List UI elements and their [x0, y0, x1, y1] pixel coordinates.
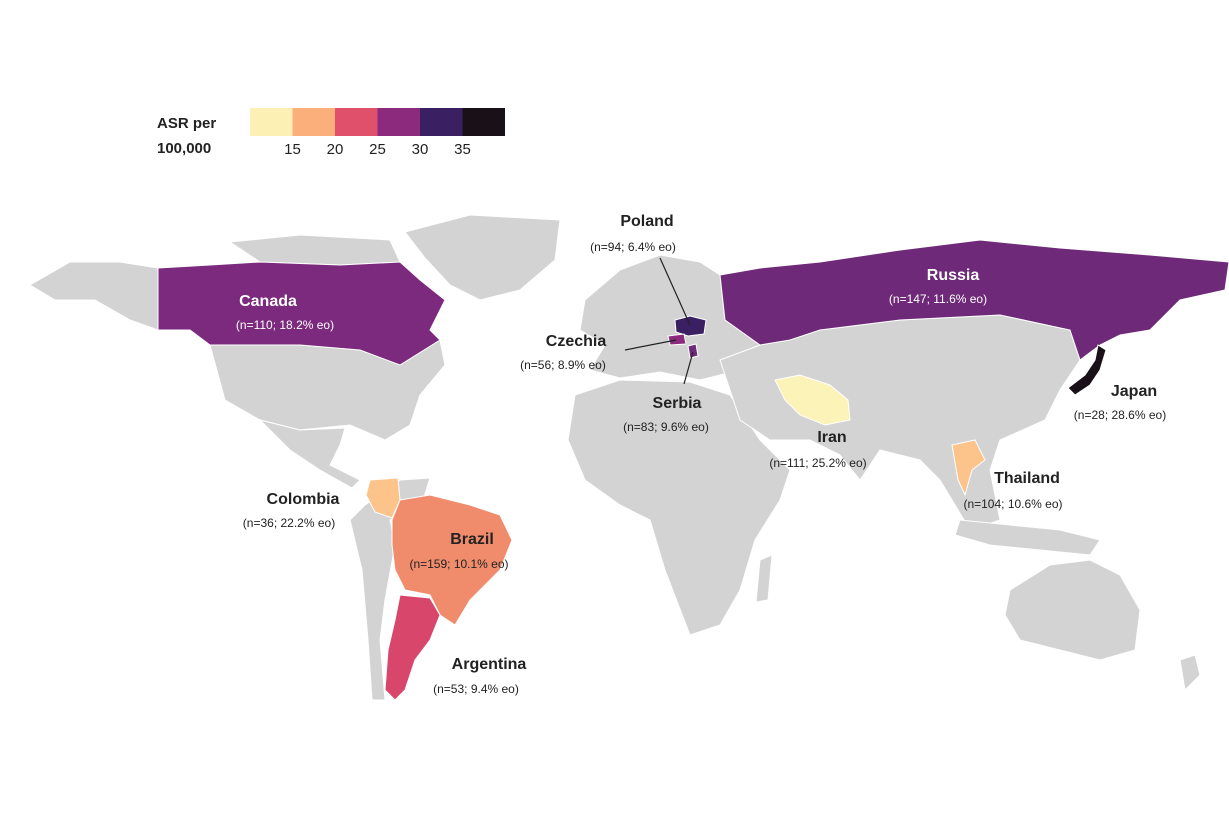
country-stats: (n=83; 9.6% eo): [623, 420, 709, 434]
central-america: [258, 419, 361, 489]
country-brazil: [391, 494, 513, 626]
country-poland: [674, 315, 707, 337]
base-land: [29, 214, 1201, 701]
country-stats: (n=56; 8.9% eo): [520, 358, 606, 372]
legend-swatch: [462, 108, 505, 136]
country-name: Russia: [927, 267, 980, 284]
country-argentina: [384, 594, 441, 701]
australia: [1004, 559, 1141, 661]
country-stats: (n=28; 28.6% eo): [1074, 408, 1166, 422]
arctic-islands: [228, 234, 401, 266]
legend-title: ASR per: [157, 115, 216, 132]
alaska: [29, 261, 159, 331]
legend-swatch: [420, 108, 463, 136]
legend-scale: 15 20 25 30 35: [250, 108, 505, 158]
legend-swatch: [335, 108, 378, 136]
leader-poland: [659, 257, 691, 326]
legend-swatch: [292, 108, 335, 136]
legend-tick-label: 35: [454, 141, 471, 158]
country-thailand: [951, 439, 986, 497]
leader-czechia: [624, 339, 677, 351]
greenland: [404, 214, 561, 301]
country-name: Japan: [1111, 383, 1157, 400]
country-name: Canada: [239, 293, 297, 310]
country-serbia: [687, 343, 699, 359]
country-stats: (n=104; 10.6% eo): [963, 497, 1062, 511]
legend-tick-label: 20: [327, 141, 344, 158]
new-zealand: [1179, 654, 1201, 692]
country-name: Iran: [817, 429, 846, 446]
africa: [567, 379, 791, 636]
country-stats: (n=110; 18.2% eo): [236, 318, 334, 332]
country-japan: [1067, 344, 1107, 396]
leader-serbia: [683, 351, 694, 385]
country-canada: [157, 261, 446, 366]
country-iran: [774, 374, 851, 426]
country-stats: (n=111; 25.2% eo): [769, 456, 866, 470]
country-stats: (n=94; 6.4% eo): [590, 240, 676, 254]
legend-tick-label: 30: [412, 141, 429, 158]
country-name: Argentina: [452, 656, 527, 673]
madagascar: [755, 554, 773, 603]
country-colombia: [365, 477, 401, 519]
country-name: Colombia: [267, 491, 340, 508]
country-stats: (n=53; 9.4% eo): [433, 682, 519, 696]
country-name: Thailand: [994, 470, 1060, 487]
indonesia: [954, 519, 1101, 556]
country-name: Serbia: [653, 395, 702, 412]
legend-tick-label: 15: [284, 141, 301, 158]
legend-swatch: [377, 108, 420, 136]
country-stats: (n=159; 10.1% eo): [409, 557, 508, 571]
legend-swatch: [250, 108, 293, 136]
country-stats: (n=36; 22.2% eo): [243, 516, 335, 530]
country-name: Brazil: [450, 531, 494, 548]
country-stats: (n=147; 11.6% eo): [889, 292, 987, 306]
country-czechia: [667, 333, 687, 346]
legend-tick-label: 25: [369, 141, 386, 158]
legend-title: 100,000: [157, 140, 211, 157]
country-name: Poland: [620, 213, 673, 230]
country-name: Czechia: [546, 333, 607, 350]
country-russia: [719, 239, 1229, 361]
